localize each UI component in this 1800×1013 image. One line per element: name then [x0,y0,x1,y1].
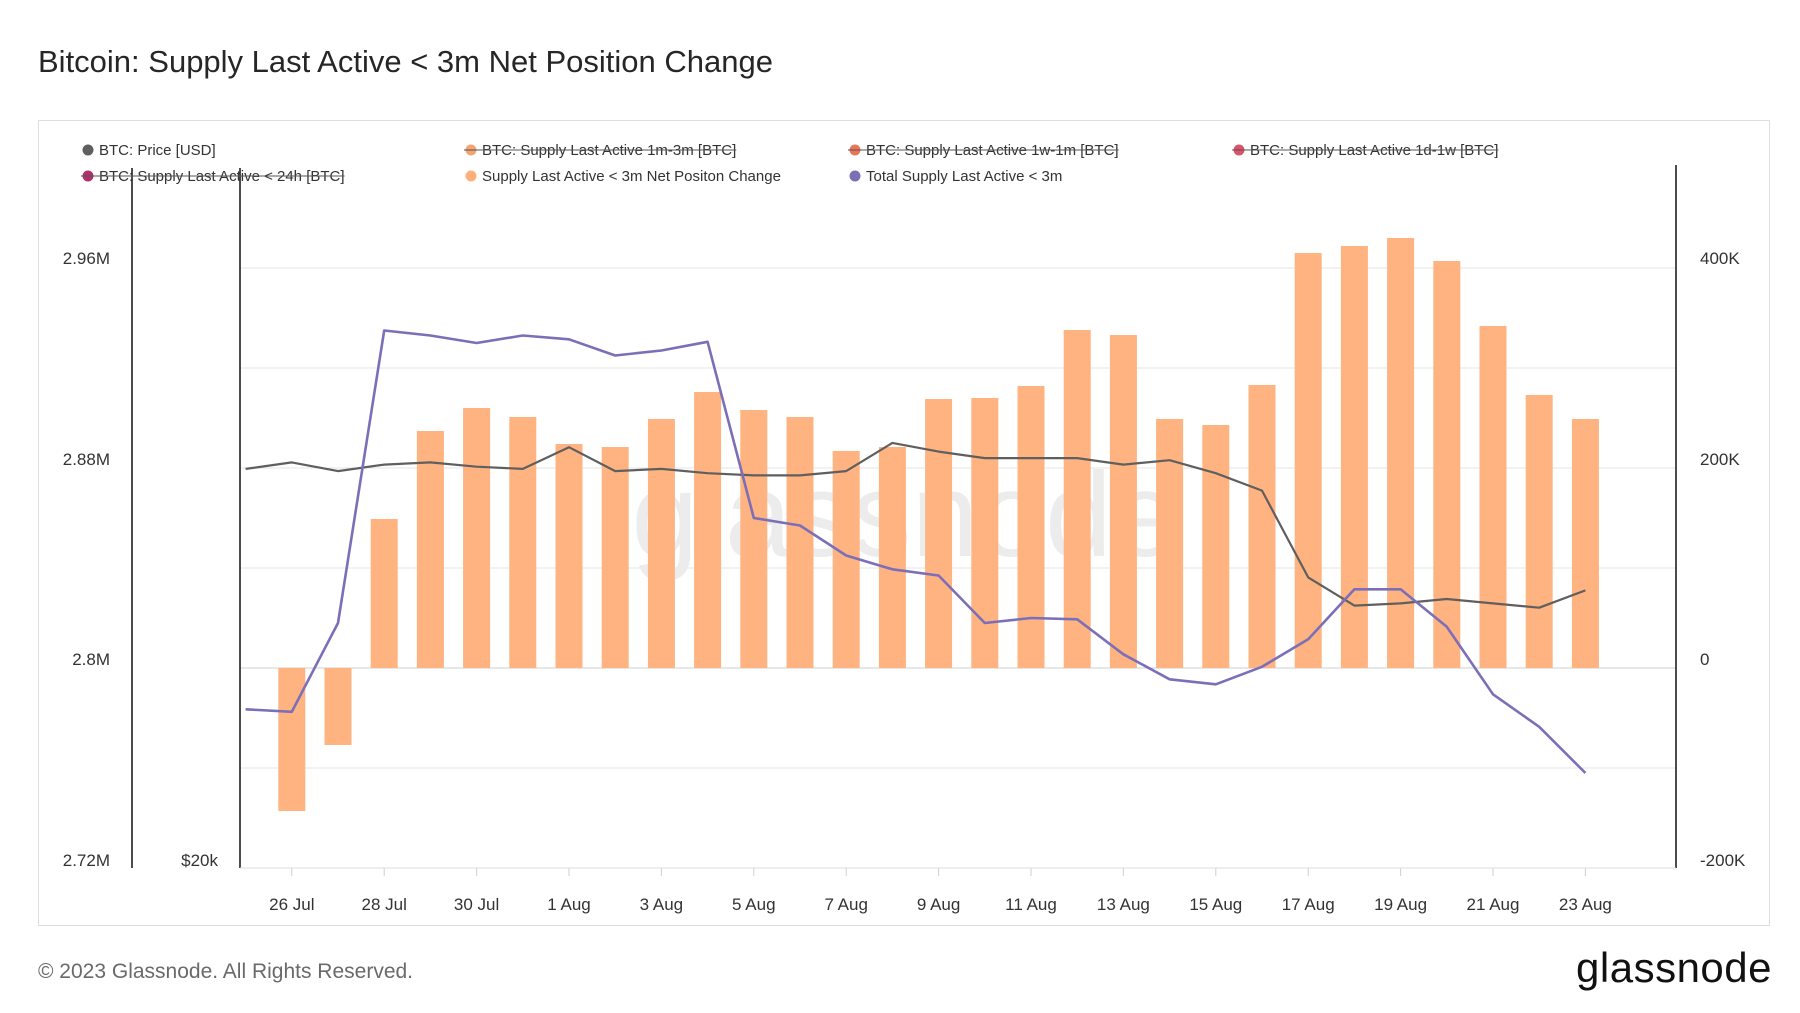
price-axis-tick-label: $20k [181,851,218,870]
footer-logo[interactable]: glassnode [1576,944,1772,991]
x-axis-tick-label: 23 Aug [1559,895,1612,914]
legend-label: Total Supply Last Active < 3m [866,168,1062,185]
net-change-bar [370,519,398,668]
x-axis-tick-label: 1 Aug [547,895,591,914]
net-change-bar [1156,419,1184,668]
net-change-bar [1479,326,1507,668]
net-change-bar [647,419,675,668]
x-axis-tick-label: 17 Aug [1282,895,1335,914]
legend-item[interactable]: BTC: Supply Last Active < 24h [BTC] [81,168,345,185]
legend-item[interactable]: Total Supply Last Active < 3m [849,168,1063,185]
net-change-bar [694,392,722,668]
net-change-bar [786,417,814,668]
legend-marker-icon [849,170,861,182]
net-change-bar [1433,261,1461,668]
price-line [245,441,1586,609]
x-axis-tick-label: 3 Aug [640,895,684,914]
net-change-bar [601,447,629,668]
chart-title: Bitcoin: Supply Last Active < 3m Net Pos… [38,44,773,79]
legend-item[interactable]: BTC: Supply Last Active 1d-1w [BTC] [1232,142,1499,159]
net-change-bar [278,668,306,811]
right-axis-tick-label: 0 [1700,650,1709,669]
total-supply-line [245,329,1587,774]
legend-marker-icon [82,144,94,156]
x-axis-tick-label: 26 Jul [269,895,314,914]
net-change-bar [555,444,583,668]
left-axis-tick-label: 2.8M [72,650,110,669]
right-axis-tick-label: 400K [1700,249,1740,268]
legend-item[interactable]: Supply Last Active < 3m Net Positon Chan… [465,168,781,185]
bar-layer [278,238,1599,811]
x-axis-tick-label: 19 Aug [1374,895,1427,914]
net-change-bar [1109,335,1137,668]
legend-item[interactable]: BTC: Price [USD] [82,142,216,159]
x-axis-tick-label: 7 Aug [824,895,868,914]
net-change-bar [509,417,537,668]
legend-layer: BTC: Price [USD] BTC: Supply Last Active … [81,142,1499,185]
chart-frame [38,120,1770,926]
net-change-bar [1248,385,1276,668]
legend-label: Supply Last Active < 3m Net Positon Chan… [482,168,781,185]
x-axis-tick-label: 13 Aug [1097,895,1150,914]
net-change-bar [971,398,999,668]
left-axis-tick-label: 2.96M [63,249,110,268]
net-change-bar [925,399,953,668]
net-change-bar [463,408,491,668]
x-axis-tick-label: 30 Jul [454,895,499,914]
x-axis-tick-label: 11 Aug [1005,895,1057,914]
axis-layer: 2.96M 2.88M 2.8M 2.72M $20k 400K 200K 0 -200K 26 … [63,165,1746,914]
net-change-bar [1294,253,1322,668]
x-axis-tick-label: 21 Aug [1467,895,1520,914]
net-change-bar [878,447,906,668]
x-axis-tick-label: 28 Jul [362,895,407,914]
net-change-bar [1017,386,1045,668]
right-axis-tick-label: -200K [1700,851,1746,870]
net-change-bar [1571,419,1599,668]
net-change-bar [1525,395,1553,668]
net-change-bar [740,410,768,668]
left-axis-tick-label: 2.72M [63,851,110,870]
line-layer [245,329,1587,774]
x-axis-tick-label: 15 Aug [1189,895,1242,914]
legend-item[interactable]: BTC: Supply Last Active 1m-3m [BTC] [464,142,737,159]
legend-item[interactable]: BTC: Supply Last Active 1w-1m [BTC] [848,142,1119,159]
net-change-bar [1202,425,1230,668]
net-change-bar [324,668,352,745]
footer-copyright: © 2023 Glassnode. All Rights Reserved. [38,960,414,983]
legend-marker-icon [465,170,477,182]
x-axis-tick-label: 9 Aug [917,895,961,914]
net-change-bar [1063,330,1091,668]
legend-label: BTC: Price [USD] [99,142,216,159]
right-axis-tick-label: 200K [1700,450,1740,469]
x-axis-tick-label: 5 Aug [732,895,776,914]
left-axis-tick-label: 2.88M [63,450,110,469]
net-change-bar [416,431,444,668]
